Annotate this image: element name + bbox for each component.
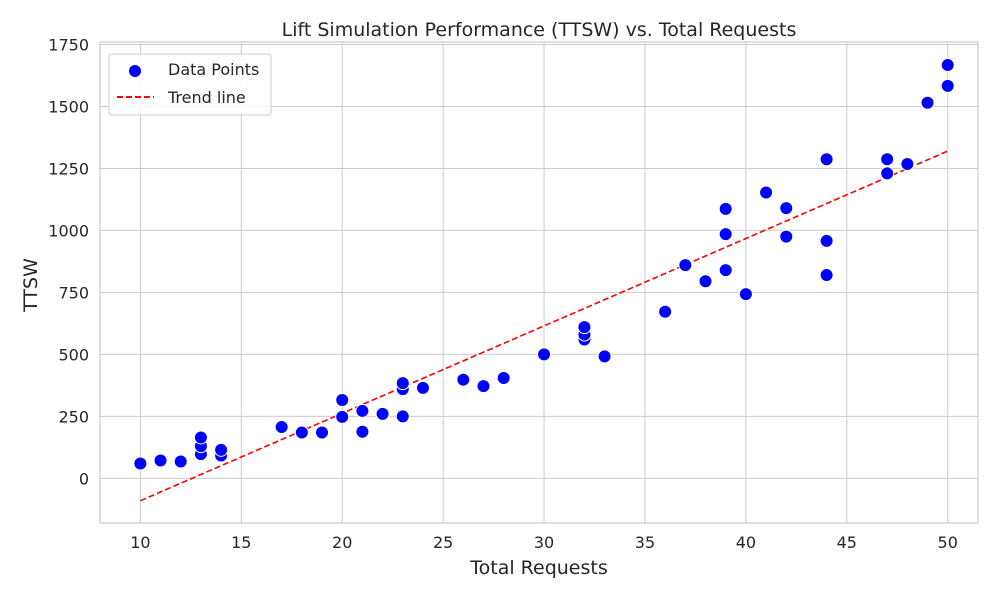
data-point bbox=[759, 185, 774, 200]
data-point bbox=[779, 229, 794, 244]
data-point bbox=[698, 274, 713, 289]
data-point bbox=[718, 263, 733, 278]
data-point bbox=[173, 454, 188, 469]
data-point bbox=[718, 201, 733, 216]
data-point bbox=[900, 156, 915, 171]
data-point bbox=[779, 201, 794, 216]
data-point bbox=[880, 152, 895, 167]
data-point bbox=[577, 320, 592, 335]
legend: Data Points Trend line bbox=[108, 53, 272, 116]
data-point bbox=[537, 347, 552, 362]
x-tick-labels: 10 15 20 25 30 35 40 45 50 bbox=[130, 533, 958, 552]
data-point bbox=[355, 424, 370, 439]
y-tick-label: 0 bbox=[79, 469, 89, 488]
plot-frame bbox=[99, 41, 979, 524]
data-point bbox=[476, 379, 491, 394]
data-point bbox=[880, 166, 895, 181]
data-point bbox=[355, 403, 370, 418]
data-point bbox=[597, 349, 612, 364]
y-tick-labels: 0 250 500 750 1000 1250 1500 1750 bbox=[48, 35, 89, 488]
trend-line bbox=[140, 150, 949, 502]
data-point bbox=[214, 442, 229, 457]
y-tick-label: 1500 bbox=[48, 97, 89, 116]
data-point bbox=[678, 258, 693, 273]
legend-marker-data-points bbox=[128, 64, 142, 78]
plot-area-border bbox=[99, 41, 979, 524]
data-point bbox=[274, 420, 289, 435]
data-point bbox=[658, 304, 673, 319]
trend-line-layer bbox=[140, 150, 949, 502]
x-tick-label: 25 bbox=[433, 533, 453, 552]
data-point bbox=[294, 425, 309, 440]
legend-label-trend-line: Trend line bbox=[167, 88, 246, 107]
y-tick-label: 500 bbox=[58, 345, 89, 364]
y-tick-label: 1250 bbox=[48, 159, 89, 178]
data-point bbox=[819, 152, 834, 167]
data-point bbox=[153, 453, 168, 468]
data-point bbox=[940, 58, 955, 73]
data-point bbox=[819, 268, 834, 283]
x-tick-label: 35 bbox=[635, 533, 655, 552]
y-tick-label: 1750 bbox=[48, 35, 89, 54]
x-tick-label: 50 bbox=[938, 533, 958, 552]
x-tick-label: 10 bbox=[130, 533, 150, 552]
chart-title: Lift Simulation Performance (TTSW) vs. T… bbox=[282, 19, 797, 41]
y-tick-label: 250 bbox=[58, 407, 89, 426]
data-point bbox=[940, 78, 955, 93]
data-points-layer bbox=[133, 58, 955, 471]
legend-box bbox=[108, 53, 272, 116]
legend-label-data-points: Data Points bbox=[168, 60, 259, 79]
data-point bbox=[395, 409, 410, 424]
x-tick-label: 30 bbox=[534, 533, 554, 552]
x-tick-label: 40 bbox=[736, 533, 756, 552]
x-axis-label: Total Requests bbox=[469, 557, 608, 579]
data-point bbox=[718, 227, 733, 242]
data-point bbox=[335, 393, 350, 408]
data-point bbox=[133, 456, 148, 471]
y-axis-label: TTSW bbox=[20, 258, 42, 313]
data-point bbox=[335, 409, 350, 424]
y-tick-label: 750 bbox=[58, 283, 89, 302]
data-point bbox=[193, 430, 208, 445]
data-point bbox=[819, 233, 834, 248]
data-point bbox=[395, 376, 410, 391]
y-tick-label: 1000 bbox=[48, 221, 89, 240]
data-point bbox=[375, 406, 390, 421]
x-tick-label: 20 bbox=[332, 533, 352, 552]
data-point bbox=[920, 95, 935, 110]
data-point bbox=[415, 380, 430, 395]
data-point bbox=[738, 287, 753, 302]
x-tick-label: 15 bbox=[231, 533, 251, 552]
data-point bbox=[496, 370, 511, 385]
data-point bbox=[315, 425, 330, 440]
data-point bbox=[456, 372, 471, 387]
x-tick-label: 45 bbox=[837, 533, 857, 552]
